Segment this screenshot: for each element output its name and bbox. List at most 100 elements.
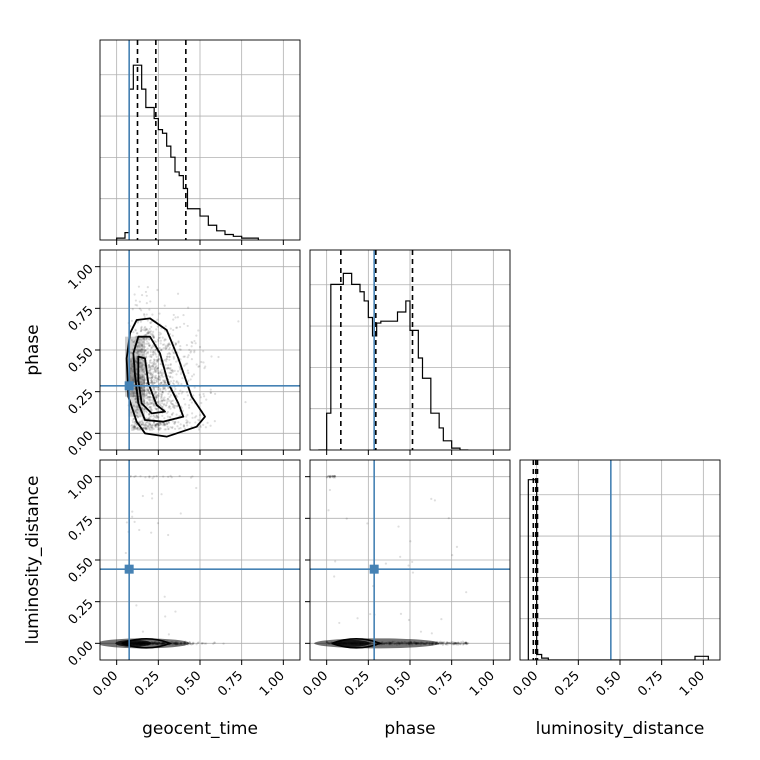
scatter-point bbox=[172, 379, 175, 382]
scatter-point bbox=[154, 370, 157, 373]
scatter-point bbox=[155, 416, 158, 419]
scatter-point bbox=[179, 348, 182, 351]
scatter-point bbox=[149, 365, 152, 369]
scatter-point bbox=[456, 642, 459, 645]
scatter-point bbox=[153, 404, 156, 407]
scatter-point bbox=[172, 318, 175, 321]
scatter-point bbox=[153, 375, 156, 378]
panel-geocent_time-geocent_time bbox=[99, 39, 301, 245]
scatter-point bbox=[202, 642, 205, 645]
scatter-point bbox=[157, 375, 160, 378]
scatter-point bbox=[153, 381, 156, 385]
scatter-point bbox=[157, 357, 160, 361]
scatter-point bbox=[209, 391, 213, 394]
scatter-point bbox=[200, 641, 204, 645]
scatter-point bbox=[445, 641, 448, 644]
scatter-point bbox=[189, 398, 193, 401]
scatter-point bbox=[455, 643, 458, 646]
scatter-point bbox=[144, 349, 147, 353]
scatter-point bbox=[139, 420, 142, 423]
scatter-point bbox=[154, 395, 157, 398]
scatter-point bbox=[148, 327, 151, 331]
scatter-point bbox=[169, 402, 173, 405]
scatter-point bbox=[161, 391, 164, 394]
y-tick-label: 0.25 bbox=[66, 387, 97, 418]
scatter-point bbox=[135, 304, 139, 307]
scatter-point bbox=[147, 369, 150, 372]
scatter-point bbox=[161, 388, 165, 391]
scatter-point bbox=[457, 642, 460, 645]
scatter-point bbox=[145, 387, 148, 390]
scatter-point bbox=[199, 424, 202, 427]
scatter-point bbox=[148, 363, 151, 367]
scatter-point bbox=[148, 415, 152, 418]
scatter-point bbox=[152, 421, 156, 424]
scatter-point bbox=[198, 365, 201, 368]
scatter-point bbox=[455, 642, 458, 645]
scatter-point bbox=[157, 422, 160, 426]
scatter-point bbox=[154, 340, 157, 344]
scatter-point bbox=[134, 395, 137, 398]
scatter-point bbox=[143, 316, 147, 319]
scatter-point bbox=[157, 378, 160, 381]
x-tick-label: 0.25 bbox=[342, 668, 373, 699]
scatter-point bbox=[153, 358, 156, 362]
scatter-point bbox=[161, 399, 164, 402]
scatter-point bbox=[142, 426, 145, 430]
scatter-point bbox=[158, 428, 161, 432]
scatter-point bbox=[186, 421, 189, 424]
scatter-point bbox=[142, 341, 145, 344]
scatter-point bbox=[133, 425, 137, 429]
scatter-point bbox=[153, 367, 156, 371]
scatter-point bbox=[154, 369, 157, 372]
scatter-point bbox=[145, 427, 148, 430]
scatter-point bbox=[135, 408, 138, 411]
scatter-point bbox=[217, 355, 220, 359]
scatter-point bbox=[153, 339, 156, 343]
scatter-point bbox=[162, 422, 166, 425]
scatter-point bbox=[162, 387, 166, 390]
scatter-point bbox=[172, 313, 175, 317]
scatter-point bbox=[159, 342, 162, 345]
scatter-point bbox=[329, 474, 332, 477]
scatter-point bbox=[440, 642, 443, 645]
scatter-point bbox=[328, 476, 331, 479]
scatter-point bbox=[141, 365, 144, 368]
scatter-point bbox=[172, 399, 175, 402]
scatter-point bbox=[164, 347, 167, 350]
scatter-point bbox=[455, 642, 458, 645]
scatter-point bbox=[183, 364, 186, 367]
scatter-point bbox=[159, 387, 162, 390]
scatter-point bbox=[160, 493, 163, 496]
scatter-point bbox=[134, 409, 138, 412]
histogram-geocent_time bbox=[116, 64, 259, 240]
scatter-point bbox=[135, 411, 139, 414]
scatter-point bbox=[196, 641, 199, 645]
scatter-point bbox=[182, 425, 185, 428]
scatter-point bbox=[448, 641, 451, 644]
scatter-point bbox=[135, 414, 138, 417]
scatter-point bbox=[173, 421, 177, 424]
scatter-point bbox=[205, 398, 208, 401]
scatter-point bbox=[159, 389, 162, 392]
scatter-point bbox=[158, 374, 161, 377]
scatter-point bbox=[155, 396, 158, 399]
scatter-point bbox=[160, 381, 163, 384]
scatter-point bbox=[155, 369, 158, 372]
panel-luminosity_distance-geocent_time: 0.00 0.25 0.50 0.75 1.00 0.00 0.25 0.50 0.75 1.00 bbox=[66, 459, 301, 700]
scatter-point bbox=[195, 643, 198, 646]
scatter-point bbox=[159, 370, 162, 373]
scatter-point bbox=[145, 420, 148, 423]
scatter-point bbox=[140, 423, 143, 426]
scatter-point bbox=[333, 575, 336, 578]
scatter-point bbox=[151, 365, 155, 368]
scatter-point bbox=[163, 423, 166, 426]
scatter-point bbox=[135, 405, 138, 408]
scatter-point bbox=[464, 642, 467, 645]
scatter-point bbox=[133, 391, 136, 394]
scatter-point bbox=[147, 396, 150, 399]
scatter-point bbox=[145, 355, 148, 358]
scatter-point bbox=[148, 417, 151, 420]
scatter-point bbox=[132, 340, 136, 344]
scatter-point bbox=[146, 319, 149, 322]
